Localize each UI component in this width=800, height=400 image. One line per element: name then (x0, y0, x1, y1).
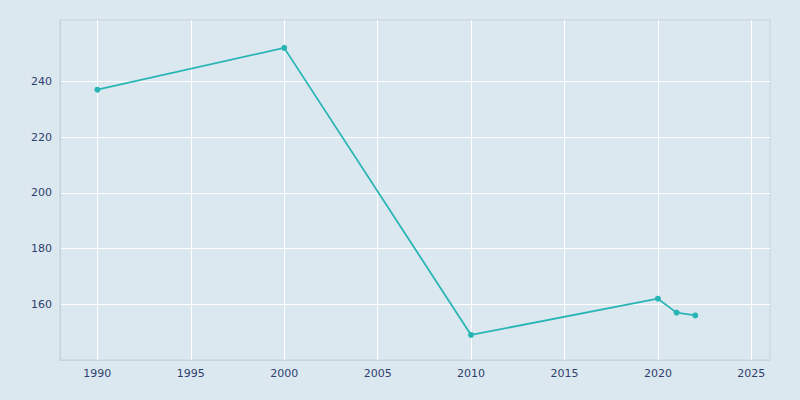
svg-text:2000: 2000 (270, 367, 298, 380)
svg-text:2010: 2010 (457, 367, 485, 380)
svg-text:180: 180 (31, 242, 52, 255)
svg-text:220: 220 (31, 131, 52, 144)
svg-text:2015: 2015 (550, 367, 578, 380)
svg-text:1990: 1990 (83, 367, 111, 380)
svg-text:200: 200 (31, 186, 52, 199)
svg-text:2005: 2005 (364, 367, 392, 380)
svg-text:160: 160 (31, 298, 52, 311)
svg-text:240: 240 (31, 75, 52, 88)
svg-text:2020: 2020 (644, 367, 672, 380)
svg-text:2025: 2025 (737, 367, 765, 380)
svg-text:1995: 1995 (177, 367, 205, 380)
